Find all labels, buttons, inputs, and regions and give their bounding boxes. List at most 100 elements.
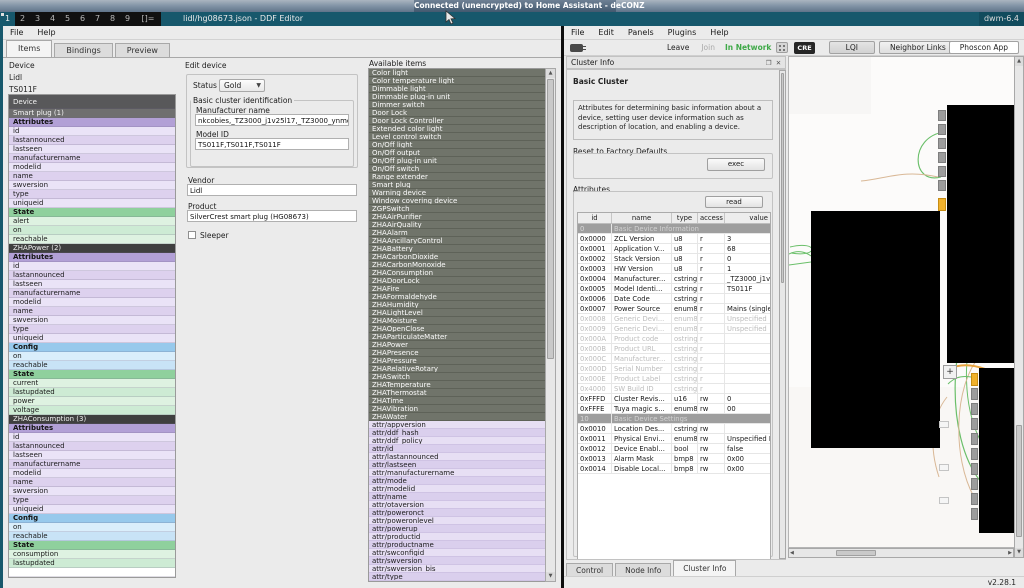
tree-row[interactable]: type [9, 496, 175, 505]
attribute-row[interactable]: 0xFFFE Tuya magic s... enum8 rw 00 [578, 404, 770, 414]
tree-row[interactable]: Smart plug (1) [9, 109, 175, 118]
scroll-right-icon[interactable]: ▶ [1008, 550, 1012, 556]
neighbor-links-button[interactable]: Neighbor Links [878, 41, 957, 54]
available-item[interactable]: attr/id [369, 445, 545, 453]
available-item[interactable]: ZHACarbonDioxide [369, 253, 545, 261]
available-item[interactable]: Level control switch [369, 133, 545, 141]
tree-row[interactable]: manufacturername [9, 154, 175, 163]
menu-item[interactable]: Panels [627, 28, 654, 37]
tree-row[interactable]: reachable [9, 361, 175, 370]
scroll-down-icon[interactable]: ▼ [1015, 548, 1023, 557]
available-item[interactable]: attr/otaversion [369, 501, 545, 509]
attribute-row[interactable]: 0x0005 Model Identi... cstring r TS011F [578, 284, 770, 294]
menu-item[interactable]: File [571, 28, 585, 37]
tree-row[interactable]: ZHAPower (2) [9, 244, 175, 253]
cre-badge[interactable]: CRE [794, 41, 815, 54]
attribute-row[interactable]: id name type access value [578, 213, 770, 224]
available-item[interactable]: Dimmable light [369, 85, 545, 93]
manufacturer-name-input[interactable]: nkcobies,_TZ3000_j1v25l17,_TZ3000_ynmowq… [195, 114, 349, 126]
workspace-tag[interactable]: 8 [109, 14, 116, 23]
available-item[interactable]: Smart plug [369, 181, 545, 189]
available-item[interactable]: ZHATime [369, 397, 545, 405]
menu-item[interactable]: Help [710, 28, 729, 37]
available-item[interactable]: On/Off switch [369, 165, 545, 173]
float-panel-icon[interactable]: ❐ [765, 59, 772, 67]
available-item[interactable]: attr/swversion_bis [369, 565, 545, 573]
available-item[interactable]: Color temperature light [369, 77, 545, 85]
panel-tab[interactable]: Cluster Info [673, 560, 737, 576]
available-item[interactable]: attr/name [369, 493, 545, 501]
tree-row[interactable]: reachable [9, 235, 175, 244]
tree-row[interactable]: Attributes [9, 118, 175, 127]
workspace-tag[interactable]: 7 [94, 14, 101, 23]
tree-row[interactable]: Attributes [9, 424, 175, 433]
workspace-tag[interactable]: 4 [49, 14, 56, 23]
tree-row[interactable]: name [9, 307, 175, 316]
attribute-row[interactable]: 0x0013 Alarm Mask bmp8 rw 0x00 [578, 454, 770, 464]
workspace-tag[interactable]: 1 [0, 12, 15, 26]
tree-row[interactable]: Config [9, 514, 175, 523]
available-item[interactable]: ZHABattery [369, 245, 545, 253]
available-item[interactable]: Range extender [369, 173, 545, 181]
available-item[interactable]: ZHAAlarm [369, 229, 545, 237]
attribute-row[interactable]: 0x0002 Stack Version u8 r 0 [578, 254, 770, 264]
available-item[interactable]: ZHAPower [369, 341, 545, 349]
tree-row[interactable]: modelid [9, 163, 175, 172]
available-item[interactable]: ZHAPresence [369, 349, 545, 357]
tree-row[interactable]: State [9, 541, 175, 550]
network-graph-view[interactable]: + [788, 56, 1014, 548]
scroll-left-icon[interactable]: ◀ [790, 550, 794, 556]
available-item[interactable]: attr/type [369, 573, 545, 581]
plug-icon[interactable] [570, 43, 586, 52]
workspace-tag[interactable]: 9 [124, 14, 131, 23]
attribute-row[interactable]: 0x000B Product URL cstring r [578, 344, 770, 354]
tree-row[interactable]: Device [9, 95, 175, 109]
attribute-row[interactable]: 0x0012 Device Enabl... bool rw false [578, 444, 770, 454]
sleeper-checkbox[interactable] [188, 231, 196, 239]
available-item[interactable]: ZHAThermostat [369, 389, 545, 397]
tree-row[interactable]: on [9, 226, 175, 235]
available-item[interactable]: attr/ddf_policy [369, 437, 545, 445]
tree-row[interactable]: swversion [9, 181, 175, 190]
tree-row[interactable]: lastannounced [9, 442, 175, 451]
tree-row[interactable]: alert [9, 217, 175, 226]
available-item[interactable]: Dimmer switch [369, 101, 545, 109]
tree-row[interactable]: name [9, 478, 175, 487]
expand-node-button[interactable]: + [943, 365, 957, 379]
available-item[interactable]: ZHAHumidity [369, 301, 545, 309]
graph-horizontal-scrollbar[interactable]: ◀ ▶ [788, 548, 1014, 558]
scroll-down-icon[interactable]: ▼ [546, 572, 555, 581]
tree-row[interactable]: id [9, 127, 175, 136]
tree-row[interactable]: swversion [9, 487, 175, 496]
available-item[interactable]: attr/lastannounced [369, 453, 545, 461]
available-item[interactable]: attr/swconfigid [369, 549, 545, 557]
attribute-row[interactable]: 0xFFFD Cluster Revis... u16 rw 0 [578, 394, 770, 404]
available-item[interactable]: Extended color light [369, 125, 545, 133]
tree-row[interactable]: id [9, 433, 175, 442]
tree-row[interactable]: uniqueid [9, 334, 175, 343]
available-item[interactable]: Color light [369, 69, 545, 77]
attribute-row[interactable]: 0x0010 Location Des... cstring rw [578, 424, 770, 434]
available-item[interactable]: attr/poweronct [369, 509, 545, 517]
attribute-row[interactable]: 0x000D Serial Number cstring r [578, 364, 770, 374]
available-item[interactable]: ZHAMoisture [369, 317, 545, 325]
available-item[interactable]: ZHAConsumption [369, 269, 545, 277]
attribute-row[interactable]: 0x0004 Manufacturer... cstring r _TZ3000_j1v… [578, 274, 770, 284]
tree-row[interactable]: lastupdated [9, 559, 175, 568]
available-item[interactable]: ZHAPressure [369, 357, 545, 365]
tree-row[interactable]: State [9, 370, 175, 379]
available-item[interactable]: ZHAFire [369, 285, 545, 293]
status-dropdown[interactable]: Gold ▼ [219, 79, 265, 92]
available-item[interactable]: ZHACarbonMonoxide [369, 261, 545, 269]
available-item[interactable]: ZHAOpenClose [369, 325, 545, 333]
cluster-info-scrollbar[interactable] [779, 70, 786, 559]
available-item[interactable]: Warning device [369, 189, 545, 197]
tree-row[interactable]: modelid [9, 298, 175, 307]
workspace-tag[interactable]: 6 [79, 14, 86, 23]
tree-row[interactable]: Config [9, 343, 175, 352]
available-item[interactable]: Dimmable plug-in unit [369, 93, 545, 101]
attribute-row[interactable]: 0x000C Manufacturer... cstring r [578, 354, 770, 364]
leave-button[interactable]: Leave [667, 43, 690, 52]
tree-row[interactable]: swversion [9, 316, 175, 325]
